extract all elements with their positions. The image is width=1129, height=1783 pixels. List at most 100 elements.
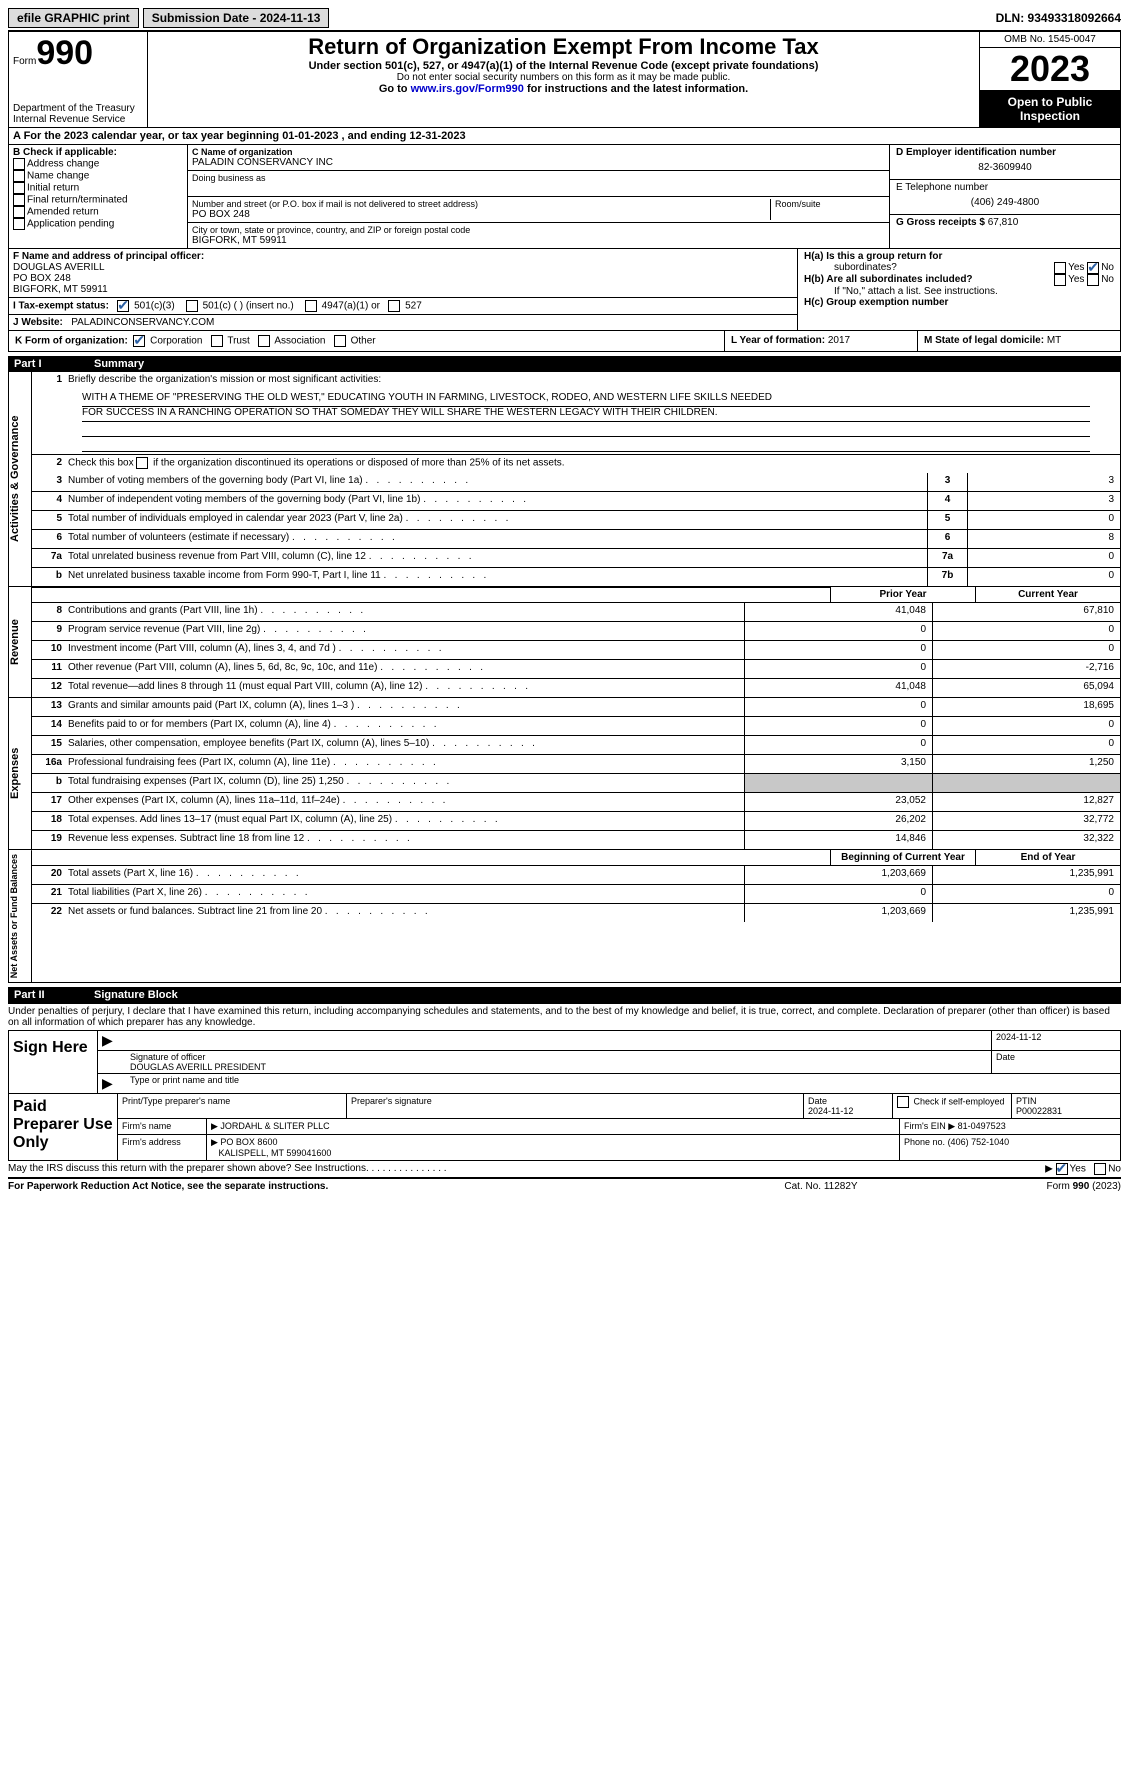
goto-line: Go to www.irs.gov/Form990 for instructio… [154, 83, 973, 95]
firm-ein: 81-0497523 [958, 1121, 1006, 1131]
form-title: Return of Organization Exempt From Incom… [154, 34, 973, 60]
perjury-statement: Under penalties of perjury, I declare th… [8, 1003, 1121, 1030]
summary-line: 13Grants and similar amounts paid (Part … [32, 698, 1120, 717]
summary-line: 12Total revenue—add lines 8 through 11 (… [32, 679, 1120, 697]
501c3-checkbox[interactable] [117, 300, 129, 312]
addr-change-checkbox[interactable] [13, 158, 25, 170]
summary-line: bNet unrelated business taxable income f… [32, 568, 1120, 586]
self-employed-checkbox[interactable] [897, 1096, 909, 1108]
discuss-no-checkbox[interactable] [1094, 1163, 1106, 1175]
summary-line: 4Number of independent voting members of… [32, 492, 1120, 511]
hb-yes-checkbox[interactable] [1054, 274, 1066, 286]
end-year-header: End of Year [975, 850, 1120, 865]
527-checkbox[interactable] [388, 300, 400, 312]
mission-prompt: Briefly describe the organization's miss… [66, 372, 1120, 390]
summary-line: bTotal fundraising expenses (Part IX, co… [32, 774, 1120, 793]
summary-line: 14Benefits paid to or for members (Part … [32, 717, 1120, 736]
sidelabel-netassets: Net Assets or Fund Balances [9, 850, 32, 982]
summary-line: 18Total expenses. Add lines 13–17 (must … [32, 812, 1120, 831]
form-number: Form990 [13, 34, 143, 73]
form-subtitle: Under section 501(c), 527, or 4947(a)(1)… [154, 60, 973, 72]
sidelabel-revenue: Revenue [9, 587, 32, 697]
name-change-checkbox[interactable] [13, 170, 25, 182]
tax-exempt-status: I Tax-exempt status: 501(c)(3) 501(c) ( … [9, 298, 797, 315]
corp-checkbox[interactable] [133, 335, 145, 347]
dln-label: DLN: 93493318092664 [996, 11, 1121, 25]
ein: 82-3609940 [896, 158, 1114, 177]
final-return-checkbox[interactable] [13, 194, 25, 206]
ha-yes-checkbox[interactable] [1054, 262, 1066, 274]
efile-print-button[interactable]: efile GRAPHIC print [8, 8, 139, 28]
dept-treasury: Department of the Treasury [13, 103, 143, 114]
sign-here-block: Sign Here ▶ 2024-11-12 Signature of offi… [8, 1030, 1121, 1094]
ptin: P00022831 [1016, 1106, 1062, 1116]
telephone: (406) 249-4800 [896, 193, 1114, 212]
summary-line: 10Investment income (Part VIII, column (… [32, 641, 1120, 660]
col-h-group: H(a) Is this a group return for subordin… [798, 249, 1120, 330]
form-header: Form990 Department of the Treasury Inter… [8, 30, 1121, 128]
summary-line: 19Revenue less expenses. Subtract line 1… [32, 831, 1120, 849]
current-year-header: Current Year [975, 587, 1120, 602]
initial-return-checkbox[interactable] [13, 182, 25, 194]
street-address: PO BOX 248 [192, 209, 766, 220]
firm-phone: (406) 752-1040 [948, 1137, 1010, 1147]
principal-officer: F Name and address of principal officer:… [9, 249, 797, 298]
part2-header: Part II Signature Block [8, 987, 1121, 1003]
summary-line: 3Number of voting members of the governi… [32, 473, 1120, 492]
4947-checkbox[interactable] [305, 300, 317, 312]
summary-line: 8Contributions and grants (Part VIII, li… [32, 603, 1120, 622]
website-row: J Website: PALADINCONSERVANCY.COM [9, 315, 797, 330]
hb-no-checkbox[interactable] [1087, 274, 1099, 286]
dba-label: Doing business as [192, 173, 885, 183]
org-name: PALADIN CONSERVANCY INC [192, 157, 885, 168]
summary-line: 5Total number of individuals employed in… [32, 511, 1120, 530]
irs-link[interactable]: www.irs.gov/Form990 [411, 83, 524, 95]
summary-line: 9Program service revenue (Part VIII, lin… [32, 622, 1120, 641]
gross-receipts: 67,810 [988, 217, 1019, 228]
room-suite-label: Room/suite [771, 199, 885, 220]
col-c-orginfo: C Name of organization PALADIN CONSERVAN… [188, 145, 890, 248]
col-b-checkboxes: B Check if applicable: Address change Na… [9, 145, 188, 248]
501c-checkbox[interactable] [186, 300, 198, 312]
paid-preparer-block: Paid Preparer Use Only Print/Type prepar… [8, 1094, 1121, 1161]
summary-line: 11Other revenue (Part VIII, column (A), … [32, 660, 1120, 679]
row-a-taxyear: A For the 2023 calendar year, or tax yea… [8, 128, 1121, 145]
mission-text-1: WITH A THEME OF "PRESERVING THE OLD WEST… [82, 392, 1090, 407]
summary-line: 15Salaries, other compensation, employee… [32, 736, 1120, 755]
open-inspection: Open to Public Inspection [980, 91, 1120, 127]
part1-header: Part I Summary [8, 356, 1121, 372]
summary-line: 6Total number of volunteers (estimate if… [32, 530, 1120, 549]
col-de: D Employer identification number 82-3609… [890, 145, 1120, 248]
ssn-warning: Do not enter social security numbers on … [154, 72, 973, 83]
ha-no-checkbox[interactable] [1087, 262, 1099, 274]
firm-name: JORDAHL & SLITER PLLC [220, 1121, 329, 1131]
may-irs-discuss: May the IRS discuss this return with the… [8, 1161, 1121, 1179]
form-of-org: K Form of organization: Corporation Trus… [9, 331, 725, 351]
year-formation: L Year of formation: 2017 [725, 331, 918, 351]
mission-text-2: FOR SUCCESS IN A RANCHING OPERATION SO T… [82, 407, 1090, 422]
summary-line: 17Other expenses (Part IX, column (A), l… [32, 793, 1120, 812]
discuss-yes-checkbox[interactable] [1056, 1163, 1068, 1175]
line2-checkbox-text: Check this box if the organization disco… [66, 455, 1120, 473]
sidelabel-ag: Activities & Governance [9, 372, 32, 586]
sidelabel-expenses: Expenses [9, 698, 32, 849]
website-value: PALADINCONSERVANCY.COM [71, 317, 214, 328]
irs-label: Internal Revenue Service [13, 114, 143, 125]
prior-year-header: Prior Year [830, 587, 975, 602]
officer-name-title: DOUGLAS AVERILL PRESIDENT [130, 1062, 266, 1072]
omb-number: OMB No. 1545-0047 [980, 32, 1120, 48]
app-pending-checkbox[interactable] [13, 218, 25, 230]
discontinued-checkbox[interactable] [136, 457, 148, 469]
state-domicile: M State of legal domicile: MT [918, 331, 1120, 351]
top-bar: efile GRAPHIC print Submission Date - 20… [8, 8, 1121, 28]
trust-checkbox[interactable] [211, 335, 223, 347]
summary-line: 7aTotal unrelated business revenue from … [32, 549, 1120, 568]
amended-return-checkbox[interactable] [13, 206, 25, 218]
assoc-checkbox[interactable] [258, 335, 270, 347]
tax-year: 2023 [980, 48, 1120, 91]
other-checkbox[interactable] [334, 335, 346, 347]
summary-line: 16aProfessional fundraising fees (Part I… [32, 755, 1120, 774]
begin-year-header: Beginning of Current Year [830, 850, 975, 865]
page-footer: For Paperwork Reduction Act Notice, see … [8, 1179, 1121, 1192]
summary-line: 20Total assets (Part X, line 16)1,203,66… [32, 866, 1120, 885]
